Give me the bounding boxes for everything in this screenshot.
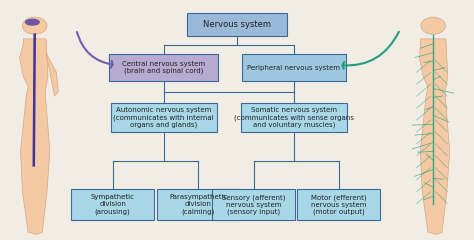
Text: Central nervous system
(brain and spinal cord): Central nervous system (brain and spinal…	[122, 61, 205, 74]
Text: Sensory (afferent)
nervous system
(sensory input): Sensory (afferent) nervous system (senso…	[222, 194, 285, 215]
Text: Motor (efferent)
nervous system
(motor output): Motor (efferent) nervous system (motor o…	[311, 194, 366, 215]
Ellipse shape	[22, 17, 47, 34]
Ellipse shape	[421, 17, 446, 34]
Polygon shape	[46, 53, 58, 96]
Text: Somatic nervous system
(communicates with sense organs
and voluntary muscles): Somatic nervous system (communicates wit…	[234, 107, 354, 128]
Text: Parasympathetic
division
(calming): Parasympathetic division (calming)	[169, 194, 228, 215]
Text: Sympathetic
division
(arousing): Sympathetic division (arousing)	[91, 194, 135, 215]
FancyBboxPatch shape	[72, 189, 154, 220]
Text: Peripheral nervous system: Peripheral nervous system	[247, 65, 340, 71]
FancyBboxPatch shape	[212, 189, 295, 220]
FancyBboxPatch shape	[110, 103, 217, 132]
FancyBboxPatch shape	[109, 54, 218, 81]
Text: Nervous system: Nervous system	[203, 20, 271, 29]
FancyBboxPatch shape	[187, 13, 287, 36]
FancyBboxPatch shape	[157, 189, 239, 220]
FancyBboxPatch shape	[240, 103, 347, 132]
Polygon shape	[19, 39, 50, 234]
Text: Autonomic nervous system
(communicates with internal
organs and glands): Autonomic nervous system (communicates w…	[113, 107, 214, 128]
Polygon shape	[419, 39, 450, 234]
Ellipse shape	[25, 18, 40, 26]
FancyBboxPatch shape	[242, 54, 346, 81]
FancyBboxPatch shape	[297, 189, 380, 220]
